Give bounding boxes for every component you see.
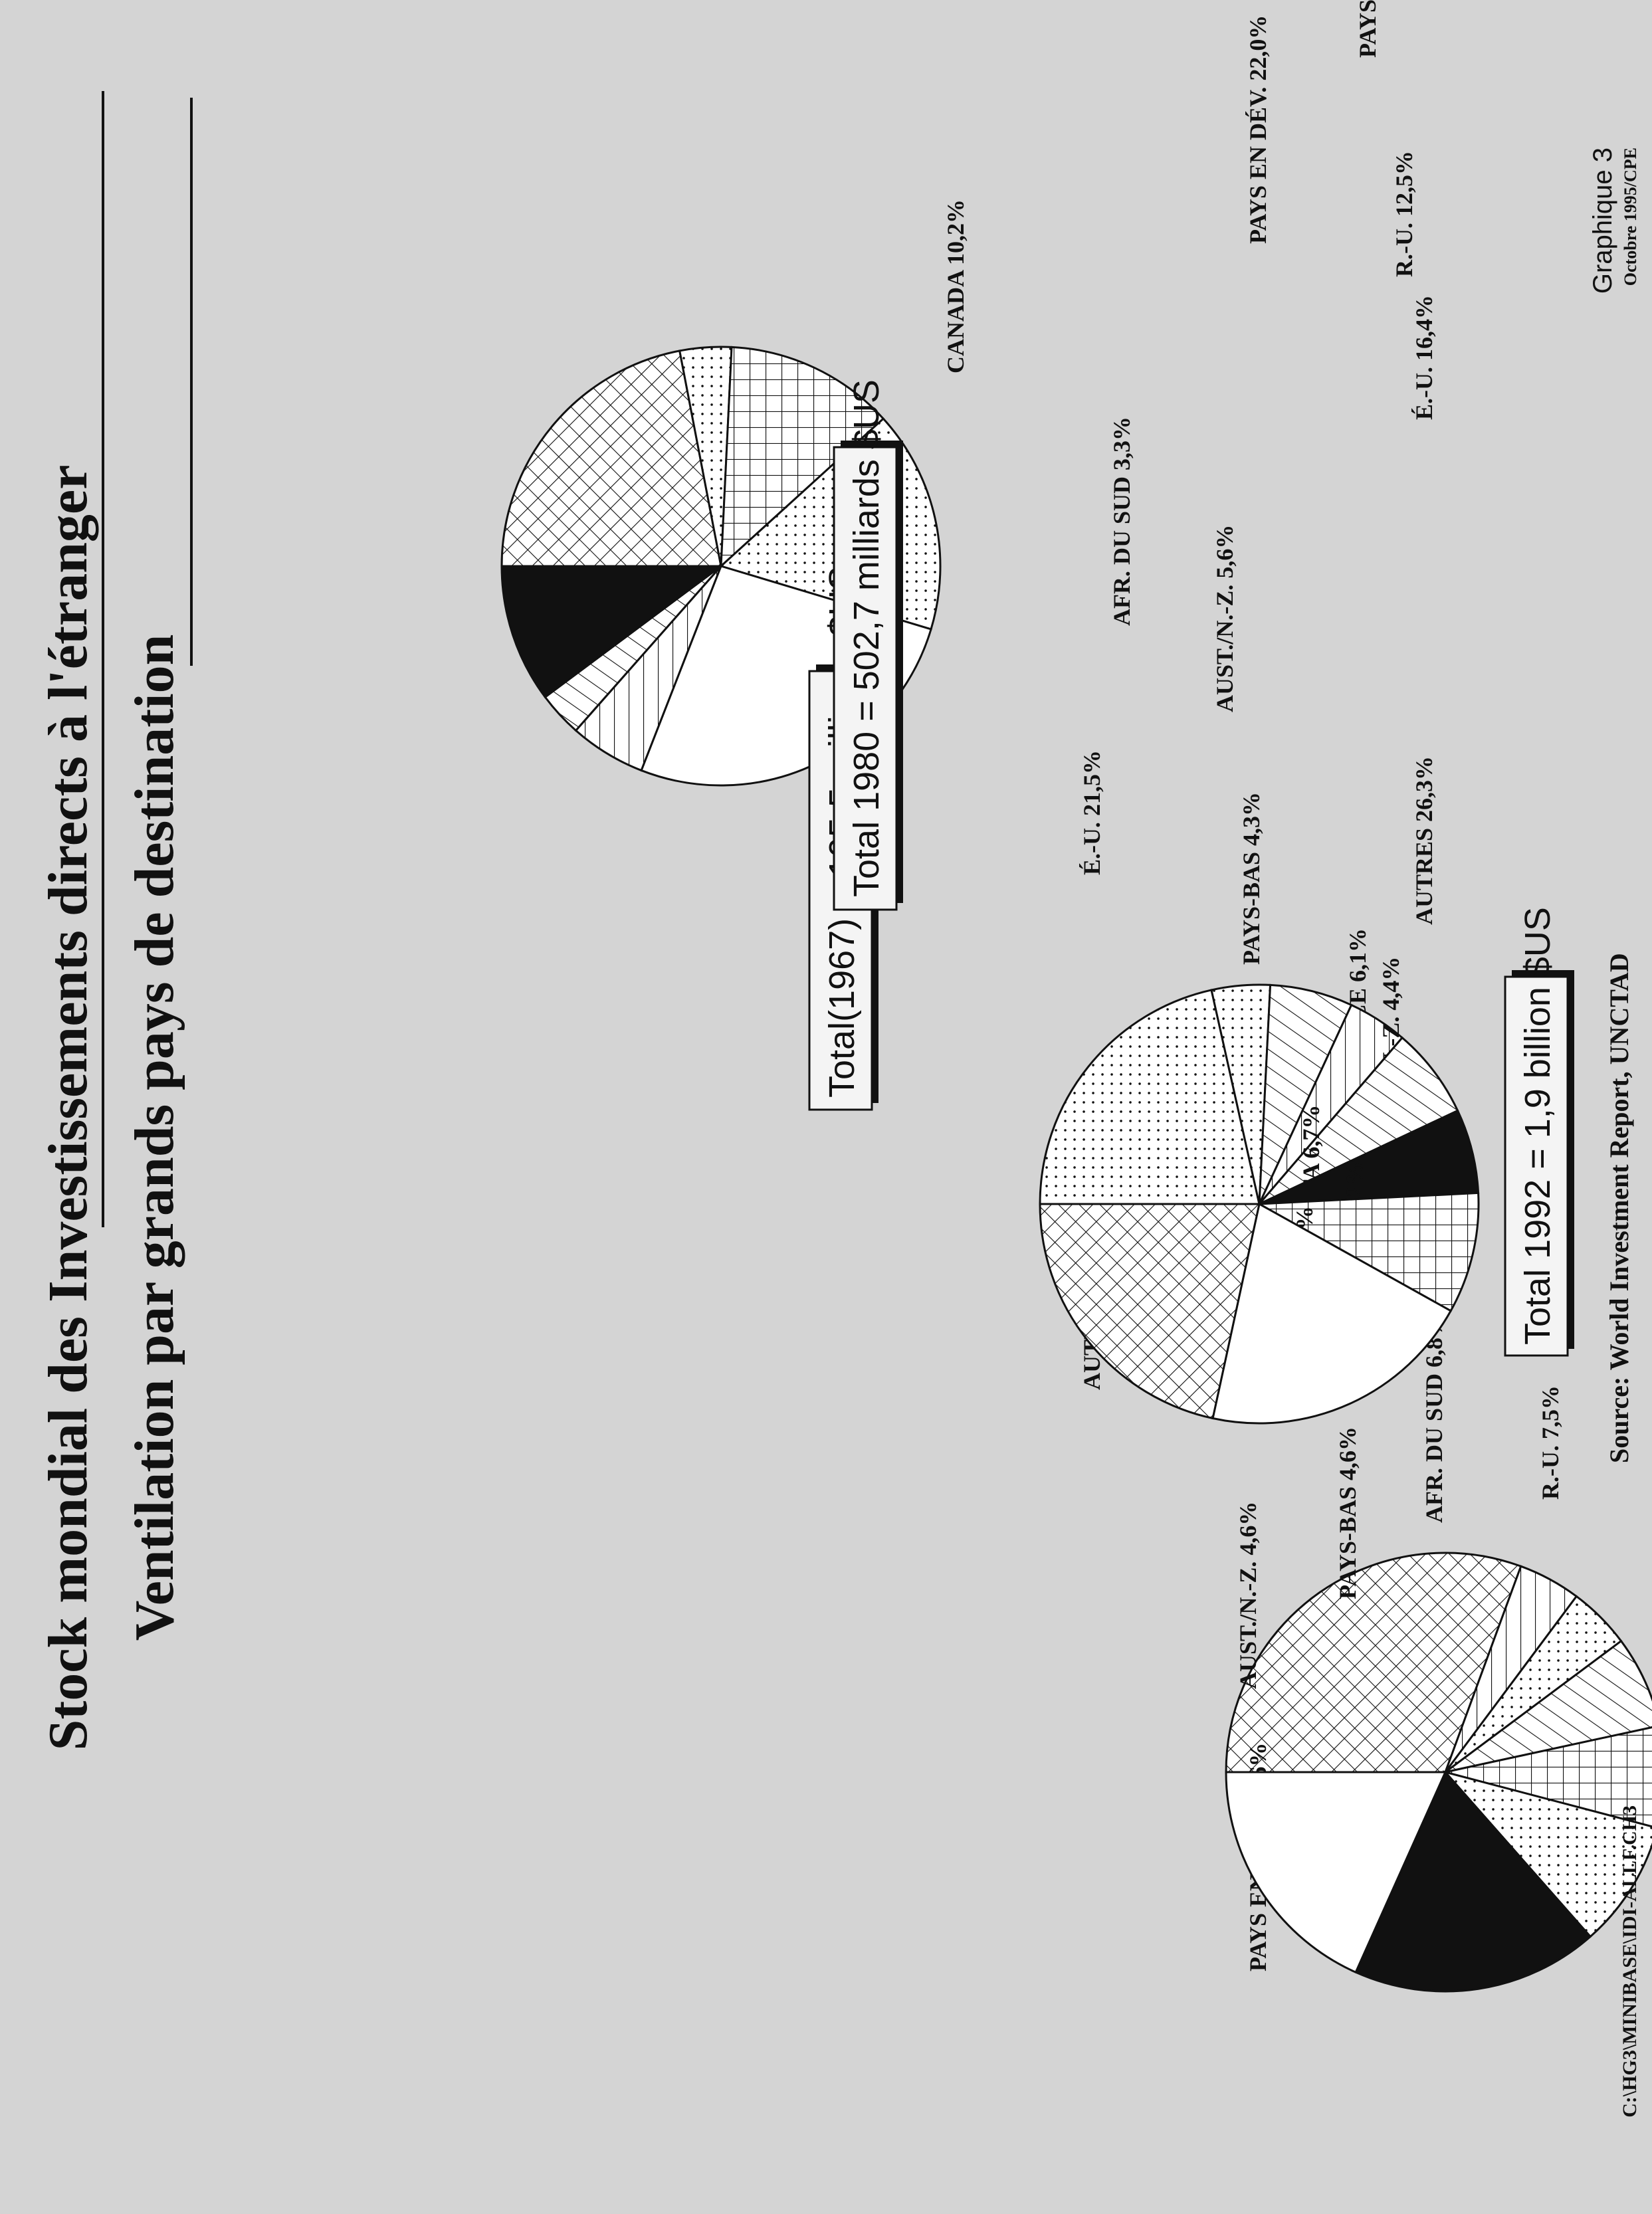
pie-1992: É.-U. 21,5%PAYS-BAS 4,3%FRANCE 6,1%AUST.… (826, 700, 1480, 1425)
slice-label: AUST./N.-Z. 4,6% (1235, 1502, 1261, 1689)
pie-slice-r-u (1445, 1724, 1652, 1829)
pie-slice-afr-du-sud (1445, 1639, 1652, 1773)
slice-label: R.-U. 12,5% (1391, 151, 1417, 277)
pie-slice-canada (1354, 1770, 1592, 1993)
total-1992-box: Total 1992 = 1,9 billion $US (1504, 907, 1574, 1357)
pie-slice--u (1039, 989, 1261, 1205)
pie-slice-autres (1225, 1771, 1447, 1974)
pie-slice--u (1442, 1770, 1652, 1938)
pie-slice-france (1258, 983, 1353, 1205)
total-1992-label: Total 1992 = 1,9 billion $US (1518, 907, 1558, 1345)
pie-slice-canada (1259, 1109, 1480, 1205)
slice-label: PAYS-BAS 4,6% (1334, 1427, 1361, 1599)
pie-slice-pays-en-d-v (1225, 1552, 1522, 1773)
pie-slice-r-u (1255, 1191, 1480, 1312)
pie-1967: PAYS EN DÉV. 30,6%AUST./N.-Z. 4,6%PAYS-B… (1225, 1314, 1652, 1993)
pie-slice-pays-en-d-v (1039, 1203, 1261, 1420)
chart-title: Stock mondial des Investissements direct… (37, 465, 99, 1751)
slice-label: CANADA 10,2% (942, 199, 969, 373)
graph-label: Graphique 3 (1588, 148, 1617, 294)
pie-slice-canada (500, 565, 724, 699)
slice-label: É.-U. 21,5% (1079, 750, 1105, 875)
pie-slice-r-u (720, 346, 885, 569)
slice-label: PAYS EN DÉV. 22,0% (1245, 15, 1271, 244)
total-1980-box: Total 1980 = 502,7 milliards $US (833, 379, 903, 911)
slice-label: AFR. DU SUD 3,3% (1108, 417, 1135, 626)
date-label: Octobre 1995/CPE (1621, 148, 1640, 286)
pie-1980: PAYS EN DÉV. 22,0% PAYS-BAS 3,8% R.-U. 12,… (500, 0, 1437, 925)
source-note: Source: World Investment Report, UNCTAD (1604, 953, 1634, 1463)
slice-label: AUST./N.-Z. 5,6% (1211, 525, 1238, 712)
pie-slice-rfa (1258, 1036, 1459, 1205)
chart-subtitle: Ventilation par grands pays de destinati… (124, 635, 185, 1641)
slice-label: PAYS-BAS 3,8% (1354, 0, 1381, 58)
total-1980-label: Total 1980 = 502,7 milliards $US (847, 379, 886, 897)
slice-label: PAYS-BAS 4,3% (1238, 792, 1265, 965)
pie-slice-autres (1211, 1202, 1453, 1425)
rotated-page-content: Stock mondial des Investissements direct… (37, 0, 1652, 2118)
slice-label: É.-U. 16,4% (1411, 295, 1437, 420)
slice-label: AUTRES 26,3% (1411, 756, 1437, 925)
file-path: C:\HG3\MINIBASE\IDI-ALLF.CH3 (1619, 1805, 1641, 2118)
pie-slice-pays-en-d-v (500, 350, 722, 567)
slice-label: R.-U. 7,5% (1537, 1385, 1564, 1500)
